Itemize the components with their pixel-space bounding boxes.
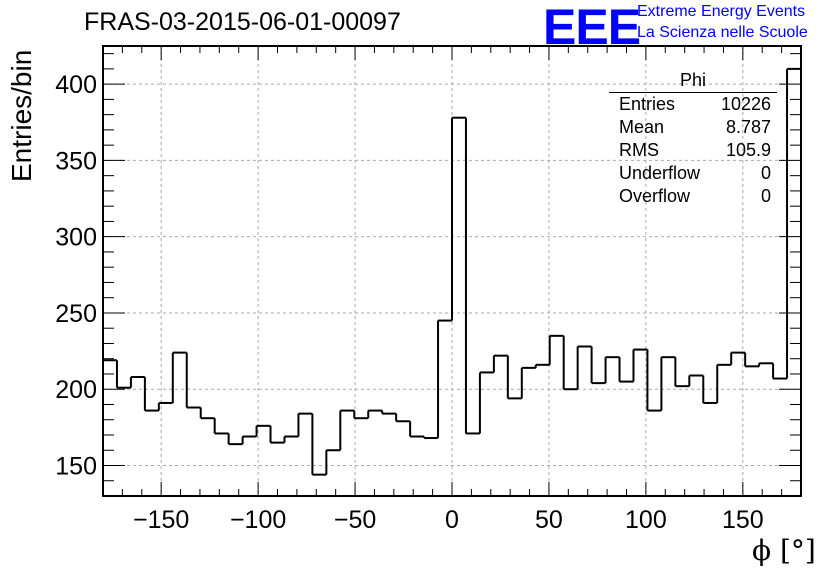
histogram-bin	[492, 354, 508, 373]
x-tick-label: 0	[445, 506, 459, 534]
x-tick-label: −150	[133, 506, 189, 534]
histogram-bin	[744, 352, 760, 368]
histogram-bin	[758, 362, 774, 367]
stats-box: Phi Entries 10226 Mean 8.787 RMS 105.9 U…	[609, 68, 777, 208]
histogram-bin	[520, 366, 536, 399]
x-tick-label: −100	[230, 506, 286, 534]
histogram-bin	[604, 356, 620, 384]
histogram-bin	[269, 425, 285, 444]
stats-row-entries: Entries 10226	[609, 93, 777, 116]
histogram-bin	[464, 117, 480, 435]
histogram-bin	[730, 351, 746, 365]
histogram-bin	[283, 435, 299, 443]
histogram-bin	[353, 410, 369, 420]
stats-value: 10226	[720, 94, 771, 114]
axis-ticks	[103, 46, 801, 496]
histogram-bin	[325, 449, 341, 475]
histogram-bin	[381, 410, 397, 415]
histogram-bin	[548, 334, 564, 365]
stats-row-underflow: Underflow 0	[609, 162, 777, 185]
histogram-bin	[702, 375, 718, 404]
brand-line-1: Extreme Energy Events	[637, 3, 806, 20]
histogram-bin	[339, 409, 355, 451]
x-tick-label: −50	[334, 506, 376, 534]
stats-value: 105.9	[725, 140, 771, 160]
histogram-bin	[576, 345, 592, 390]
histogram-bin	[311, 413, 327, 476]
y-tick-label: 200	[55, 376, 97, 404]
histogram-bin	[241, 435, 257, 445]
stats-label: Overflow	[619, 186, 691, 206]
y-axis-label: Entries/bin	[6, 49, 37, 182]
histogram-bin	[395, 413, 411, 423]
histogram-bars	[103, 67, 801, 476]
histogram-bin	[297, 412, 313, 437]
stats-label: Mean	[619, 117, 665, 137]
histogram-bin	[437, 319, 452, 439]
stats-row-overflow: Overflow 0	[609, 185, 777, 208]
stats-title: Phi	[609, 68, 777, 93]
histogram-bin	[409, 421, 425, 438]
stats-label: Entries	[619, 94, 676, 114]
histogram-bin	[157, 401, 173, 411]
tick-labels: −150 −100 −50 0 50 100 150 150 200 250 300 350 400	[55, 71, 763, 534]
histogram-bin	[367, 409, 383, 419]
eee-logo: EEE	[543, 0, 641, 55]
y-tick-label: 400	[55, 71, 97, 99]
x-tick-label: 50	[535, 506, 563, 534]
y-tick-label: 350	[55, 147, 97, 175]
histogram-bin	[478, 371, 494, 434]
x-tick-label: 150	[722, 506, 764, 534]
histogram-bin	[646, 349, 662, 412]
histogram-bin	[660, 356, 676, 411]
y-tick-label: 150	[55, 452, 97, 480]
histogram-bin	[618, 357, 634, 383]
histogram-bin	[171, 351, 187, 403]
histogram-bin	[716, 363, 732, 403]
stats-value: 0	[760, 186, 771, 206]
y-tick-label: 300	[55, 224, 97, 252]
y-tick-label: 250	[55, 300, 97, 328]
histogram-bin	[506, 355, 522, 400]
histogram-bin	[632, 348, 648, 382]
histogram-bin	[674, 357, 690, 388]
brand-line-2: La Scienza nelle Scuole	[637, 24, 808, 41]
histogram-bin	[129, 376, 145, 388]
x-axis-label: ϕ [°]	[752, 534, 816, 567]
x-tick-label: 100	[625, 506, 667, 534]
stats-label: RMS	[619, 140, 659, 160]
stats-row-mean: Mean 8.787	[609, 116, 777, 139]
histogram-bin	[213, 418, 229, 435]
histogram-bin	[590, 346, 606, 385]
histogram-bin	[143, 377, 159, 412]
chart-title: FRAS-03-2015-06-01-00097	[84, 8, 401, 36]
histogram-bin	[255, 424, 271, 437]
histogram-bin	[199, 407, 215, 420]
histogram-bin	[115, 360, 131, 389]
histogram-bin	[688, 374, 704, 387]
histogram-bin	[786, 67, 801, 379]
stats-label: Underflow	[619, 163, 701, 183]
histogram-bin	[185, 352, 201, 409]
histogram-bin	[451, 116, 466, 321]
histogram-bin	[423, 436, 439, 440]
histogram-bin	[562, 335, 578, 391]
histogram-bin	[772, 363, 788, 380]
stats-value: 8.787	[725, 117, 771, 137]
stats-value: 0	[760, 163, 771, 183]
stats-row-rms: RMS 105.9	[609, 139, 777, 162]
histogram-bin	[534, 363, 550, 368]
histogram-bin	[227, 433, 243, 446]
